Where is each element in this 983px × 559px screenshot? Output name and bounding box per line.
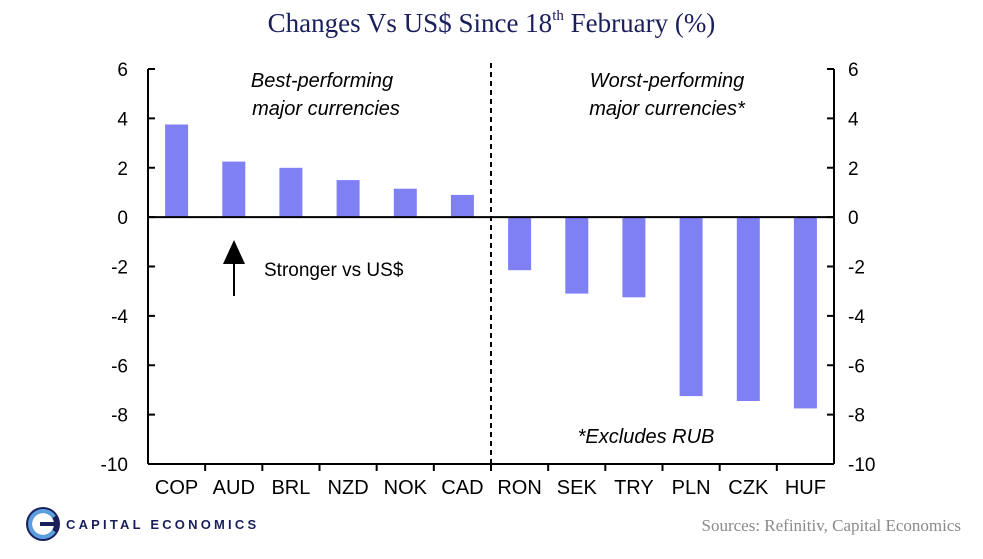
category-label-aud: AUD [213, 477, 255, 499]
bar-brl [279, 167, 303, 218]
worst-performing-note-line1: Worst-performing [590, 70, 744, 92]
excludes-note: *Excludes RUB [578, 426, 715, 448]
y-tick-label-left: -8 [111, 406, 128, 427]
category-label-pln: PLN [672, 477, 711, 499]
category-label-nzd: NZD [328, 477, 369, 499]
y-tick-label-left: -4 [111, 307, 128, 328]
category-label-ron: RON [497, 477, 541, 499]
best-performing-note-line1: Best-performing [251, 70, 393, 92]
category-label-czk: CZK [728, 477, 769, 499]
y-tick-label-left: -2 [111, 258, 128, 279]
y-tick-label-left: 4 [117, 109, 128, 130]
bar-try [622, 217, 646, 298]
bar-pln [679, 217, 703, 397]
y-tick-label-right: 2 [848, 159, 859, 180]
chart-title: Changes Vs US$ Since 18th February (%) [267, 8, 716, 38]
y-tick-label-right: -8 [848, 406, 865, 427]
y-tick-label-left: -6 [111, 356, 128, 377]
bar-nok [393, 188, 417, 218]
sources-note: Sources: Refinitiv, Capital Economics [701, 516, 961, 535]
y-tick-label-right: 4 [848, 109, 859, 130]
y-tick-label-right: -6 [848, 356, 865, 377]
y-tick-label-right: 6 [848, 60, 859, 81]
y-tick-label-right: -10 [848, 455, 875, 476]
category-label-sek: SEK [557, 477, 598, 499]
bar-cad [450, 194, 474, 218]
stronger-annotation: Stronger vs US$ [264, 260, 404, 281]
bar-huf [793, 217, 817, 409]
bar-aud [222, 161, 246, 218]
category-label-huf: HUF [785, 477, 826, 499]
category-label-try: TRY [614, 477, 654, 499]
y-tick-label-right: -4 [848, 307, 865, 328]
bar-sek [565, 217, 589, 294]
bar-nzd [336, 180, 360, 218]
stronger-arrow [223, 240, 245, 296]
y-tick-label-left: 0 [117, 208, 128, 229]
worst-performing-note-line2: major currencies* [589, 98, 746, 120]
bar-czk [736, 217, 760, 401]
category-label-nok: NOK [384, 477, 428, 499]
y-tick-label-left: 2 [117, 159, 128, 180]
brand-name: CAPITAL ECONOMICS [66, 516, 260, 532]
bar-cop [165, 124, 189, 218]
capital-economics-logo: CAPITAL ECONOMICS [24, 505, 259, 543]
y-tick-label-right: 0 [848, 208, 859, 229]
bar-ron [508, 217, 532, 271]
y-tick-label-right: -2 [848, 258, 865, 279]
category-label-cop: COP [155, 477, 198, 499]
capital-economics-logo-icon [26, 507, 60, 541]
category-label-cad: CAD [441, 477, 483, 499]
category-label-brl: BRL [271, 477, 310, 499]
y-tick-label-left: -10 [101, 455, 128, 476]
y-tick-label-left: 6 [117, 60, 128, 81]
best-performing-note-line2: major currencies [252, 98, 400, 120]
